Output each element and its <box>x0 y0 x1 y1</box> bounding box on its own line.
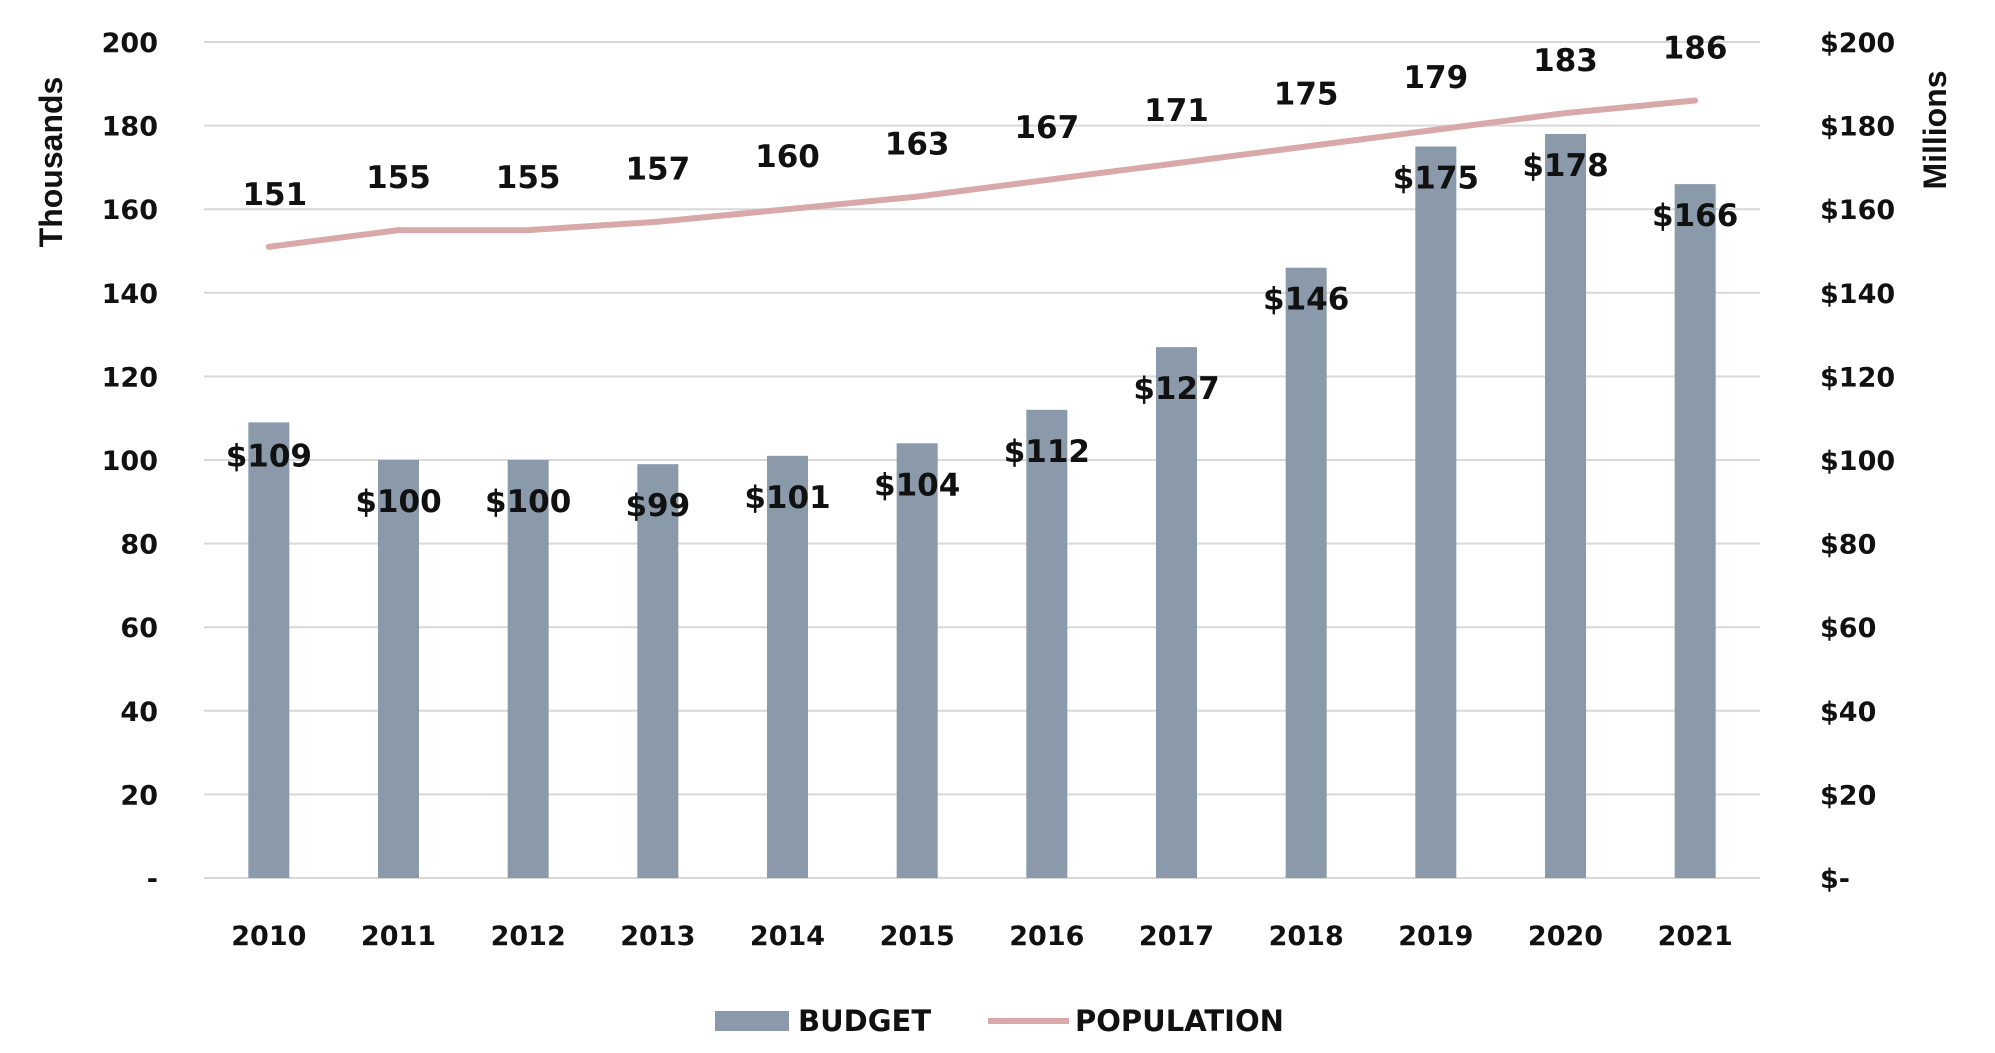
population-label-2020: 183 <box>1533 43 1598 79</box>
right-tick-label: $160 <box>1820 195 1895 226</box>
population-label-2011: 155 <box>366 160 431 196</box>
bar-2021 <box>1674 184 1716 878</box>
x-tick-label: 2019 <box>1398 921 1473 952</box>
right-tick-label: $40 <box>1820 697 1876 728</box>
population-label-2021: 186 <box>1663 31 1728 67</box>
legend: BUDGET POPULATION <box>715 1004 1284 1038</box>
bar-2016 <box>1026 409 1068 878</box>
x-tick-label: 2015 <box>880 921 955 952</box>
budget-label-2020: $178 <box>1522 148 1608 184</box>
left-tick-label: 60 <box>120 613 158 644</box>
x-axis-ticks: 2010 2011 2012 2013 2014 2015 2016 2017 2018 2019… <box>231 921 1732 952</box>
legend-population-label: POPULATION <box>1075 1004 1284 1038</box>
bar-2015 <box>896 443 938 878</box>
right-tick-label: $140 <box>1820 279 1895 310</box>
population-label-2012: 155 <box>496 160 561 196</box>
x-tick-label: 2021 <box>1658 921 1733 952</box>
population-label-2017: 171 <box>1144 93 1209 129</box>
left-axis-ticks: - 20 40 60 80 100 120 140 160 180 200 <box>102 28 158 895</box>
right-axis-ticks: $- $20 $40 $60 $80 $100 $120 $140 $160 $180 $200 <box>1820 28 1895 895</box>
left-tick-label: 140 <box>102 279 158 310</box>
right-tick-label: $180 <box>1820 112 1895 143</box>
right-tick-label: $20 <box>1820 780 1876 811</box>
x-tick-label: 2012 <box>491 921 566 952</box>
bars <box>248 133 1716 879</box>
budget-label-2016: $112 <box>1004 434 1090 470</box>
left-tick-label: 180 <box>102 112 158 143</box>
right-tick-label: $- <box>1820 864 1850 895</box>
budget-label-2012: $100 <box>485 484 571 520</box>
population-label-2014: 160 <box>755 139 820 175</box>
population-label-2019: 179 <box>1403 60 1468 96</box>
right-tick-label: $100 <box>1820 446 1895 477</box>
bar-2018 <box>1285 267 1327 879</box>
population-line <box>265 97 1699 250</box>
left-tick-label: 120 <box>102 362 158 393</box>
bar-2011 <box>378 460 419 878</box>
x-tick-label: 2014 <box>750 921 825 952</box>
bar-2014 <box>767 455 808 878</box>
budget-label-2018: $146 <box>1263 282 1349 318</box>
legend-budget-label: BUDGET <box>798 1004 931 1038</box>
x-tick-label: 2016 <box>1009 921 1084 952</box>
left-tick-label: 20 <box>120 780 158 811</box>
x-tick-label: 2011 <box>361 921 436 952</box>
right-tick-label: $60 <box>1820 613 1876 644</box>
budget-label-2013: $99 <box>625 488 690 524</box>
left-tick-label: - <box>147 864 158 895</box>
budget-label-2021: $166 <box>1652 198 1738 234</box>
left-tick-label: 100 <box>102 446 158 477</box>
population-label-2013: 157 <box>625 152 690 188</box>
x-tick-label: 2020 <box>1528 921 1603 952</box>
bar-2010 <box>248 422 290 878</box>
population-label-2018: 175 <box>1274 77 1339 113</box>
right-axis-title: Millions <box>1917 70 1953 189</box>
x-tick-label: 2017 <box>1139 921 1214 952</box>
budget-label-2014: $101 <box>744 480 830 516</box>
data-labels: $109 $100 $100 $99 $101 $104 $112 $127 $146 $175 $… <box>226 31 1739 525</box>
left-tick-label: 40 <box>120 697 158 728</box>
x-tick-label: 2018 <box>1269 921 1344 952</box>
left-tick-label: 80 <box>120 530 158 561</box>
budget-label-2015: $104 <box>874 467 960 503</box>
x-tick-label: 2013 <box>620 921 695 952</box>
right-tick-label: $120 <box>1820 362 1895 393</box>
legend-budget-swatch <box>715 1011 789 1031</box>
left-axis-title: Thousands <box>33 77 69 248</box>
budget-label-2010: $109 <box>226 438 312 474</box>
budget-label-2017: $127 <box>1133 371 1219 407</box>
population-label-2016: 167 <box>1014 110 1079 146</box>
budget-label-2011: $100 <box>355 484 441 520</box>
gridlines <box>204 41 1760 879</box>
bar-2019 <box>1415 146 1457 878</box>
x-tick-label: 2010 <box>231 921 306 952</box>
bar-2013 <box>637 464 679 878</box>
bar-2012 <box>507 460 549 878</box>
budget-label-2019: $175 <box>1393 161 1479 197</box>
population-label-2015: 163 <box>885 127 950 163</box>
population-label-2010: 151 <box>242 177 307 213</box>
population-line-path <box>265 97 1699 250</box>
bar-2017 <box>1156 347 1197 878</box>
left-tick-label: 160 <box>102 195 158 226</box>
right-tick-label: $200 <box>1820 28 1895 59</box>
bar-2020 <box>1545 133 1586 878</box>
right-tick-label: $80 <box>1820 530 1876 561</box>
left-tick-label: 200 <box>102 28 158 59</box>
